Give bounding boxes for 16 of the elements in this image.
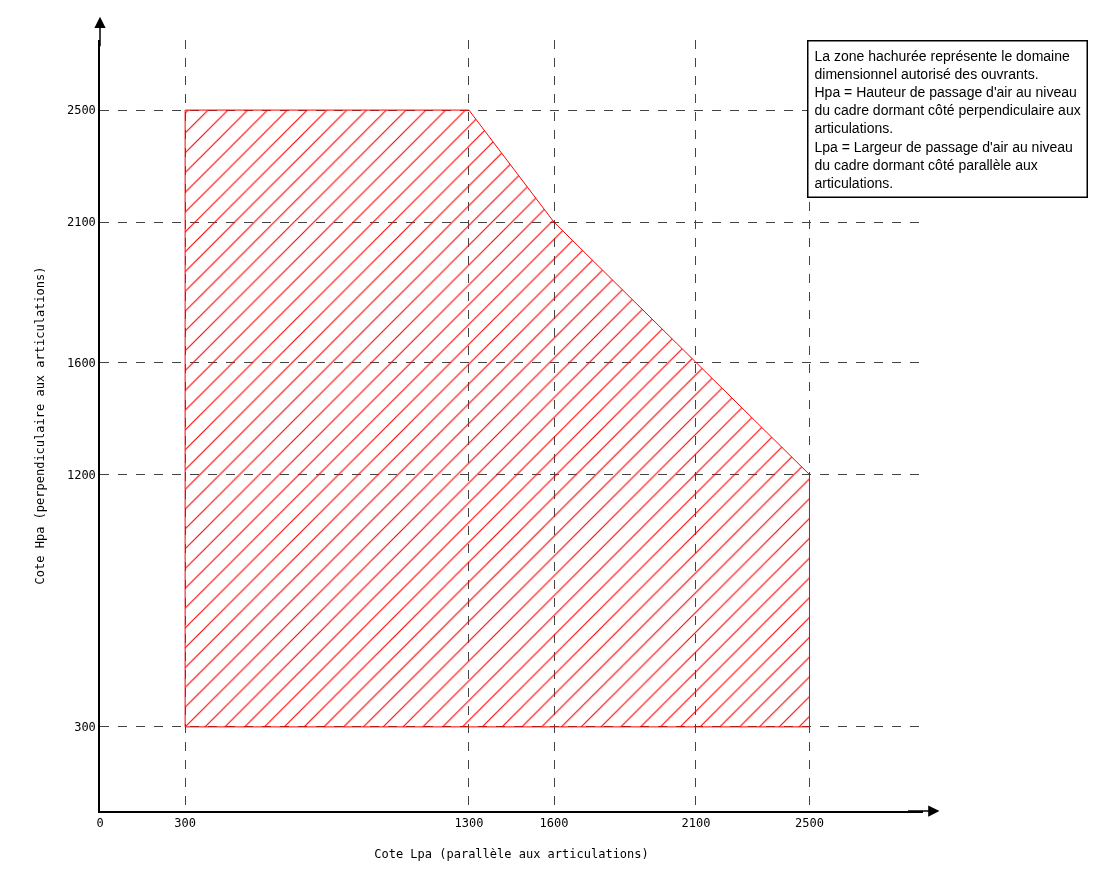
y-axis-title: Cote Hpa (perpendiculaire aux articulations) xyxy=(32,266,47,585)
x-axis-title: Cote Lpa (parallèle aux articulations) xyxy=(374,846,649,861)
y-tick-label: 1200 xyxy=(66,467,96,482)
x-tick-label: 0 xyxy=(96,816,104,831)
annotation: Lpa = Largeur de passage d'air au niveau du cadre dormant côté parallèle aux articulations. xyxy=(814,138,1073,191)
x-tick-label: 1300 xyxy=(454,816,484,831)
y-tick-label: 2100 xyxy=(66,215,96,230)
y-tick-label: 300 xyxy=(74,720,96,735)
annotation: Hpa = Hauteur de passage d'air au niveau du cadre dormant côté perpendiculaire aux articulations. xyxy=(814,83,1081,137)
x-tick-label: 2100 xyxy=(681,816,711,831)
y-tick-label: 2500 xyxy=(66,103,96,118)
x-tick-label: 2500 xyxy=(795,816,824,831)
y-tick-label: 1600 xyxy=(66,355,96,370)
x-tick-label: 1600 xyxy=(539,816,569,831)
x-tick-label: 300 xyxy=(174,816,196,831)
annotation: La zone hachurée représente le domaine dimensionnel autorisé des ouvrants. xyxy=(814,47,1070,82)
